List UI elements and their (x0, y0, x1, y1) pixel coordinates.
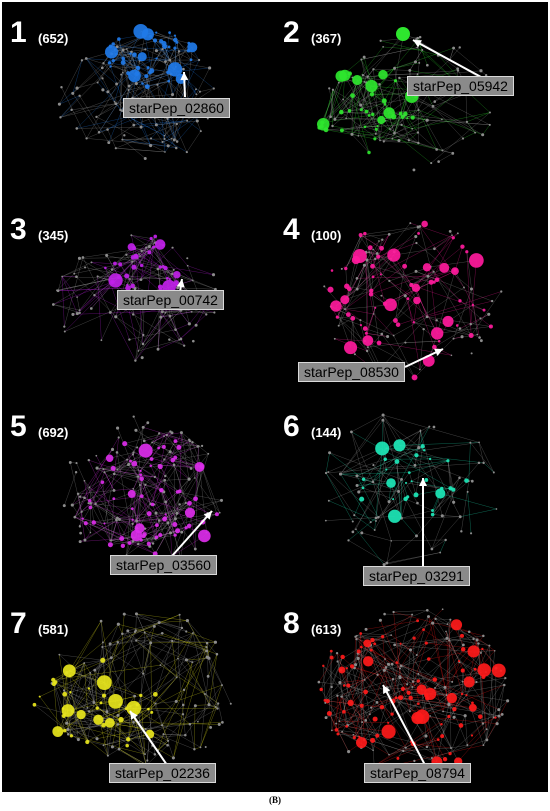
node-label: starPep_05942 (407, 76, 514, 96)
network-edges (324, 222, 502, 378)
panel-number: 7 (10, 607, 27, 640)
node-count: (692) (38, 425, 69, 440)
network-graph-5 (62, 415, 224, 559)
pointer-arrow (171, 510, 213, 557)
pointer-arrow (176, 278, 185, 293)
node-label: starPep_02860 (123, 98, 230, 118)
node-count: (144) (311, 425, 342, 440)
node-count: (100) (311, 228, 342, 243)
network-graph-6 (324, 413, 498, 568)
network-graph-4 (323, 220, 503, 381)
pointer-arrow (129, 710, 168, 766)
network-nodes (324, 413, 498, 567)
node-count: (652) (38, 31, 69, 46)
network-graph-7 (32, 612, 232, 769)
network-panel-5: 5 (692) starPep_03560 (2, 396, 275, 593)
network-panel-4: 4 (100) starPep_08530 (275, 199, 548, 396)
network-panel-1: 1 (652) starPep_02860 (2, 2, 275, 199)
network-nodes (62, 415, 224, 559)
panel-number: 3 (10, 213, 27, 246)
pointer-arrow (419, 478, 427, 568)
panel-number: 4 (283, 213, 300, 246)
network-nodes (317, 608, 510, 768)
node-label: starPep_02236 (109, 763, 216, 783)
panel-number: 6 (283, 410, 300, 443)
pointer-arrow (180, 71, 189, 98)
pointer-arrow (412, 39, 482, 78)
node-label: starPep_08794 (364, 763, 471, 783)
node-label: starPep_03560 (110, 555, 217, 575)
network-panel-8: 8 (613) starPep_08794 (275, 593, 548, 790)
pointer-arrow (404, 348, 444, 368)
network-panel-2: 2 (367) starPep_05942 (275, 2, 548, 199)
pointer-arrow (382, 684, 426, 766)
panel-number: 5 (10, 410, 27, 443)
network-panel-6: 6 (144) starPep_03291 (275, 396, 548, 593)
network-panel-7: 7 (581) starPep_02236 (2, 593, 275, 790)
network-edges (319, 33, 491, 164)
figure-caption: (B) (269, 795, 281, 805)
node-label: starPep_03291 (363, 566, 470, 586)
network-nodes (32, 612, 232, 769)
network-nodes (57, 23, 215, 160)
network-graph-8 (317, 608, 510, 768)
panel-number: 2 (283, 16, 300, 49)
network-edges (325, 414, 497, 565)
node-label: starPep_00742 (117, 290, 224, 310)
node-count: (367) (311, 31, 342, 46)
network-figure: 1 (652) starPep_02860 2 (367) starPep_05… (2, 2, 548, 792)
node-label: starPep_08530 (298, 362, 405, 382)
panel-number: 8 (283, 607, 300, 640)
network-panel-3: 3 (345) starPep_00742 (2, 199, 275, 396)
node-count: (345) (38, 228, 69, 243)
panel-number: 1 (10, 16, 27, 49)
node-count: (613) (311, 622, 342, 637)
node-count: (581) (38, 622, 69, 637)
